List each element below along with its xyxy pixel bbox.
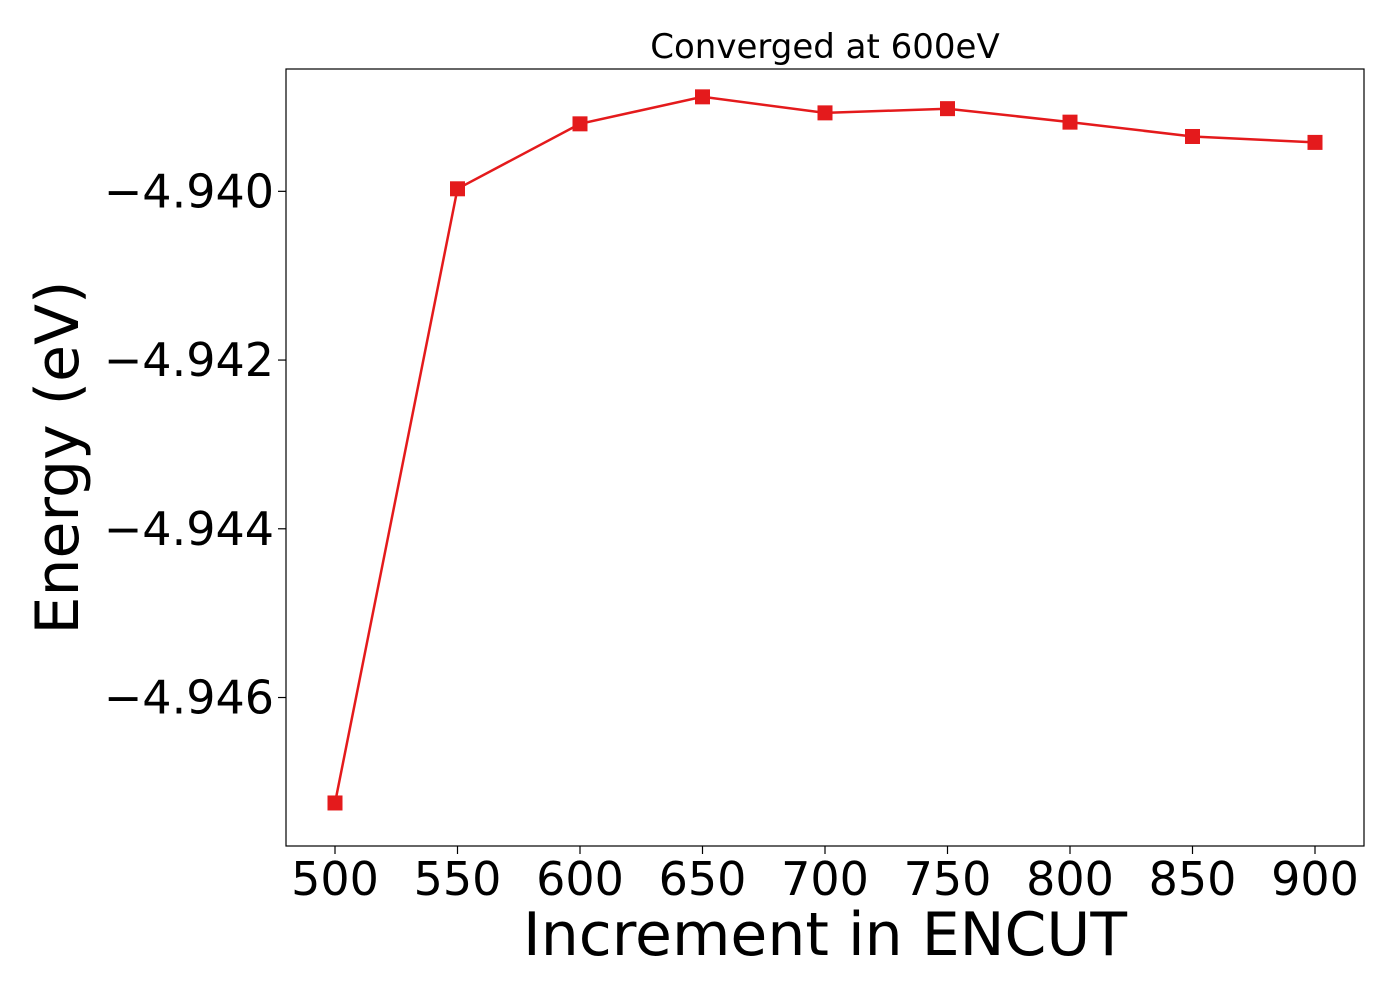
x-tick-label: 550: [414, 852, 502, 906]
data-point-marker: [572, 116, 588, 132]
chart-title: Converged at 600eV: [650, 27, 999, 67]
y-axis: −4.940 −4.942 −4.944 −4.946: [104, 164, 286, 725]
x-tick-label: 700: [781, 852, 869, 906]
x-tick-label: 650: [659, 852, 747, 906]
data-point-marker: [1185, 128, 1200, 144]
x-tick-label: 500: [291, 852, 379, 906]
x-tick-label: 800: [1026, 852, 1114, 906]
x-axis-label: Increment in ENCUT: [523, 900, 1127, 970]
data-point-marker: [817, 105, 833, 121]
y-tick-label: −4.940: [104, 164, 274, 218]
y-axis-label: Energy (eV): [23, 281, 93, 635]
data-point-marker: [1307, 134, 1323, 150]
series-group: [327, 89, 1323, 811]
x-tick-label: 900: [1271, 852, 1359, 906]
data-point-marker: [450, 181, 465, 197]
y-tick-label: −4.946: [104, 671, 274, 725]
data-point-marker: [940, 101, 955, 117]
x-tick-label: 850: [1149, 852, 1237, 906]
x-axis: 500 550 600 650 700 750 800 850 900: [291, 846, 1359, 906]
y-tick-label: −4.944: [104, 502, 274, 556]
data-point-marker: [1062, 114, 1078, 130]
x-tick-label: 600: [536, 852, 624, 906]
plot-area-frame: [285, 68, 1365, 847]
y-tick-label: −4.942: [104, 333, 274, 387]
series-line: [333, 95, 1316, 804]
x-tick-label: 750: [904, 852, 992, 906]
data-point-marker: [327, 795, 343, 811]
data-point-marker: [695, 89, 710, 105]
